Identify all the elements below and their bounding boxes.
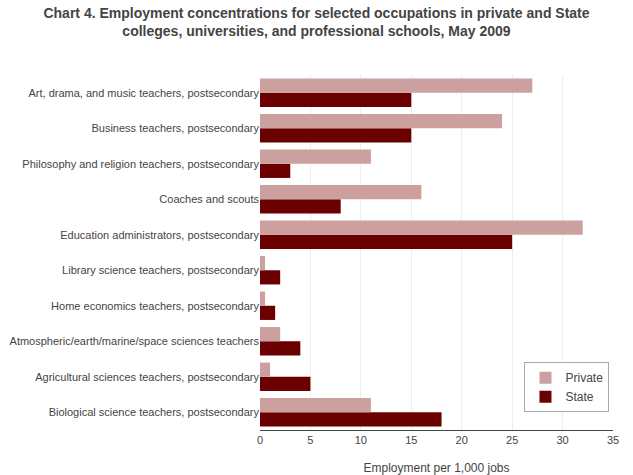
svg-text:25: 25 — [506, 434, 518, 446]
svg-text:35: 35 — [607, 434, 619, 446]
svg-text:5: 5 — [307, 434, 313, 446]
svg-text:20: 20 — [456, 434, 468, 446]
svg-text:Art, drama, and music teachers: Art, drama, and music teachers, postseco… — [29, 87, 260, 99]
svg-text:Agricultural sciences teachers: Agricultural sciences teachers, postseco… — [35, 371, 259, 383]
svg-text:Atmospheric/earth/marine/space: Atmospheric/earth/marine/space sciences … — [10, 335, 260, 347]
svg-text:Home economics teachers, posts: Home economics teachers, postsecondary — [51, 300, 259, 312]
svg-text:Education administrators, post: Education administrators, postsecondary — [60, 229, 259, 241]
svg-text:Coaches and scouts: Coaches and scouts — [159, 193, 259, 205]
svg-text:Employment per 1,000 jobs: Employment per 1,000 jobs — [363, 461, 509, 475]
svg-text:Biological science teachers, p: Biological science teachers, postseconda… — [49, 406, 260, 418]
svg-text:0: 0 — [257, 434, 263, 446]
svg-text:Philosophy and religion teache: Philosophy and religion teachers, postse… — [22, 158, 259, 170]
svg-text:Private: Private — [565, 371, 603, 385]
svg-text:State: State — [565, 390, 593, 404]
svg-text:Business teachers, postseconda: Business teachers, postsecondary — [91, 122, 259, 134]
svg-text:15: 15 — [405, 434, 417, 446]
svg-text:30: 30 — [556, 434, 568, 446]
svg-text:Library science teachers, post: Library science teachers, postsecondary — [62, 264, 259, 276]
svg-text:10: 10 — [355, 434, 367, 446]
svg-text:Chart 4. Employment concentrat: Chart 4. Employment concentrations for s… — [43, 5, 589, 39]
